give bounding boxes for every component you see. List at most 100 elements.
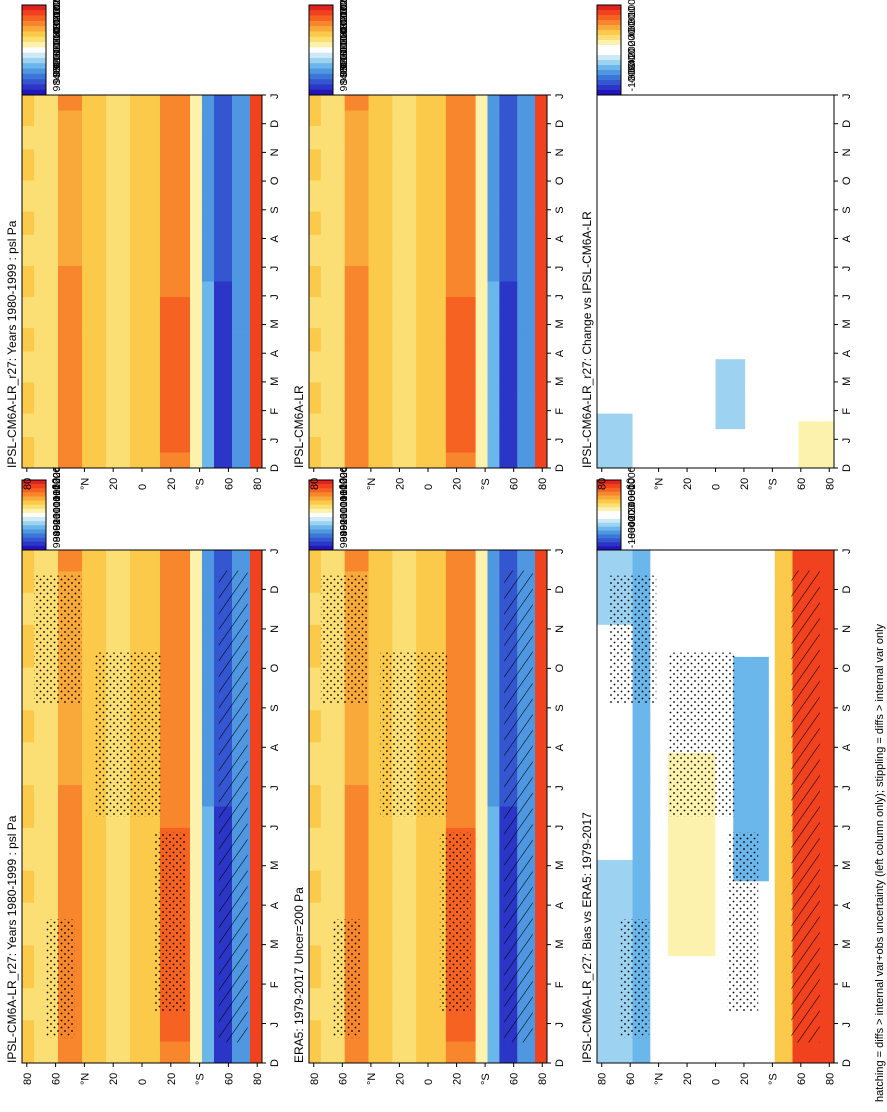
field-cell — [82, 172, 89, 181]
field-cell — [250, 582, 257, 594]
field-cell — [70, 460, 77, 469]
field-cell — [202, 398, 209, 407]
field-cell — [190, 977, 197, 989]
field-cell — [250, 149, 257, 158]
field-cell — [250, 1020, 257, 1032]
field-cell — [214, 95, 221, 104]
field-cell — [22, 172, 29, 181]
field-cell — [184, 297, 191, 306]
field-cell — [386, 635, 393, 647]
field-cell — [34, 945, 41, 957]
field-cell — [22, 977, 29, 989]
field-cell — [124, 550, 131, 562]
field-cell — [309, 849, 316, 861]
field-cell — [356, 721, 363, 733]
field-cell — [214, 635, 221, 647]
field-cell — [214, 133, 221, 143]
field-cell — [172, 452, 179, 461]
field-cell — [88, 656, 95, 668]
field-cell — [34, 859, 41, 872]
field-cell — [22, 234, 29, 244]
field-cell — [154, 335, 161, 345]
field-cell — [416, 988, 423, 1000]
field-cell — [112, 227, 119, 236]
field-cell — [136, 646, 143, 658]
field-cell — [208, 374, 215, 383]
field-cell — [34, 297, 41, 306]
field-cell — [118, 265, 125, 275]
field-cell — [22, 945, 29, 957]
field-cell — [70, 444, 77, 453]
field-cell — [142, 242, 149, 251]
field-cell — [148, 624, 155, 636]
field-cell — [196, 211, 203, 220]
field-cell — [190, 592, 197, 604]
field-cell — [196, 250, 203, 259]
field-cell — [178, 343, 185, 352]
field-cell — [250, 157, 257, 166]
field-cell — [172, 250, 179, 259]
colorbar-swatch — [22, 533, 46, 538]
field-cell — [226, 133, 233, 143]
field-cell — [250, 806, 257, 818]
field-cell — [100, 149, 107, 158]
field-cell — [190, 234, 197, 244]
field-cell — [184, 343, 191, 352]
field-cell — [40, 250, 47, 259]
field-cell — [208, 366, 215, 376]
field-cell — [256, 902, 263, 914]
field-cell — [124, 172, 131, 181]
field-cell — [94, 624, 101, 636]
field-cell — [160, 390, 167, 399]
field-cell — [106, 95, 113, 104]
field-cell — [344, 827, 352, 839]
field-cell — [94, 550, 101, 562]
field-cell — [82, 398, 89, 407]
field-cell — [190, 421, 197, 430]
field-cell — [94, 382, 101, 391]
field-cell — [130, 289, 137, 298]
field-cell — [130, 413, 137, 422]
field-cell — [190, 297, 197, 306]
field-cell — [130, 913, 137, 925]
field-cell — [130, 343, 137, 352]
field-cell — [106, 328, 113, 337]
field-cell — [28, 196, 35, 205]
field-cell — [190, 164, 197, 174]
field-cell — [112, 1020, 119, 1032]
field-cell — [142, 603, 149, 615]
field-cell — [130, 892, 137, 904]
field-cell — [64, 452, 71, 461]
field-cell — [28, 550, 35, 562]
field-cell — [22, 250, 29, 259]
field-cell — [106, 817, 113, 829]
field-cell — [88, 913, 95, 925]
field-cell — [28, 827, 35, 839]
field-cell — [184, 172, 191, 181]
field-cell — [392, 582, 399, 594]
field-cell — [178, 172, 185, 181]
field-cell — [256, 196, 263, 205]
field-cell — [136, 188, 143, 197]
field-cell — [142, 550, 149, 562]
panel-ul: 80 60 °N 20 0 20 °S 60 80DJFMAMJJASONDJIPSL-CM6A… — [5, 455, 281, 1085]
field-cell — [118, 452, 125, 461]
colorbar-swatch — [22, 480, 46, 485]
field-cell — [88, 164, 95, 174]
field-cell — [202, 460, 209, 469]
field-cell — [184, 624, 191, 636]
field-cell — [100, 429, 107, 438]
field-cell — [70, 172, 77, 181]
field-cell — [190, 646, 197, 658]
field-cell — [28, 126, 35, 135]
field-cell — [202, 1030, 209, 1043]
field-cell — [142, 312, 149, 321]
field-cell — [214, 849, 221, 861]
field-cell — [28, 902, 35, 914]
field-cell — [226, 227, 233, 236]
field-cell — [40, 892, 47, 904]
field-cell — [220, 374, 227, 383]
field-cell — [410, 945, 417, 957]
field-cell — [398, 849, 405, 861]
